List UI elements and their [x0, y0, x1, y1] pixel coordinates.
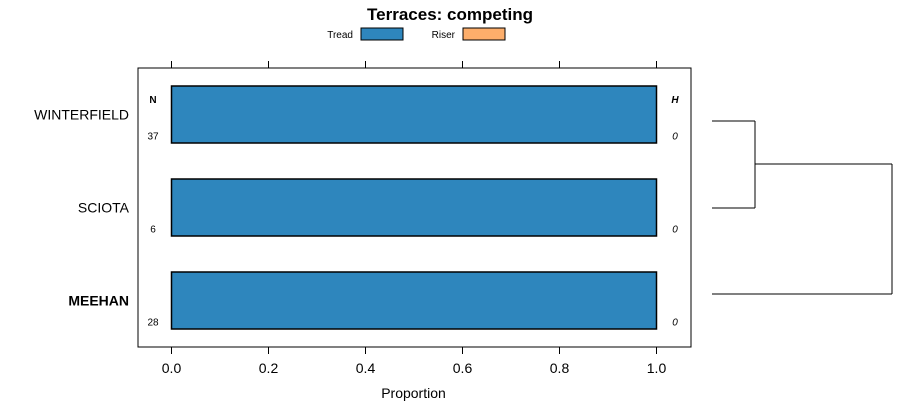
bars — [170, 85, 658, 330]
category-label-sciota: SCIOTA — [78, 200, 130, 216]
bar-tread-sciota — [170, 178, 658, 237]
n-value-meehan: 28 — [147, 318, 159, 329]
legend-swatch-tread — [360, 27, 404, 41]
h-header: H — [671, 95, 679, 106]
legend-label-tread: Tread — [327, 30, 353, 41]
h-value-meehan: 0 — [672, 318, 678, 329]
plot-frame — [137, 67, 692, 348]
n-labels: 37 6 28 — [147, 132, 159, 329]
category-labels: WINTERFIELD SCIOTA MEEHAN — [34, 107, 130, 309]
n-value-sciota: 6 — [150, 225, 156, 236]
category-label-winterfield: WINTERFIELD — [34, 107, 129, 123]
h-labels: 0 0 0 — [672, 132, 678, 329]
h-value-winterfield: 0 — [672, 132, 678, 143]
legend-label-riser: Riser — [432, 30, 456, 41]
category-label-meehan: MEEHAN — [68, 293, 129, 309]
legend-swatch-riser — [462, 27, 506, 41]
h-value-sciota: 0 — [672, 225, 678, 236]
legend: Tread Riser — [327, 27, 506, 41]
x-tick-label: 0.6 — [453, 360, 473, 376]
dendrogram — [712, 120, 893, 295]
x-tick-label: 0.8 — [550, 360, 570, 376]
top-axis-ticks — [171, 61, 657, 68]
n-header: N — [149, 95, 156, 106]
x-axis-title: Proportion — [381, 385, 446, 401]
x-axis: 0.0 0.2 0.4 0.6 0.8 1.0 — [162, 347, 667, 376]
x-tick-label: 0.4 — [356, 360, 376, 376]
chart-title: Terraces: competing — [367, 5, 533, 24]
x-tick-label: 0.0 — [162, 360, 182, 376]
x-tick-label: 0.2 — [259, 360, 279, 376]
bar-tread-meehan — [170, 271, 658, 330]
x-tick-label: 1.0 — [647, 360, 667, 376]
bar-tread-winterfield — [170, 85, 658, 144]
n-value-winterfield: 37 — [147, 132, 159, 143]
